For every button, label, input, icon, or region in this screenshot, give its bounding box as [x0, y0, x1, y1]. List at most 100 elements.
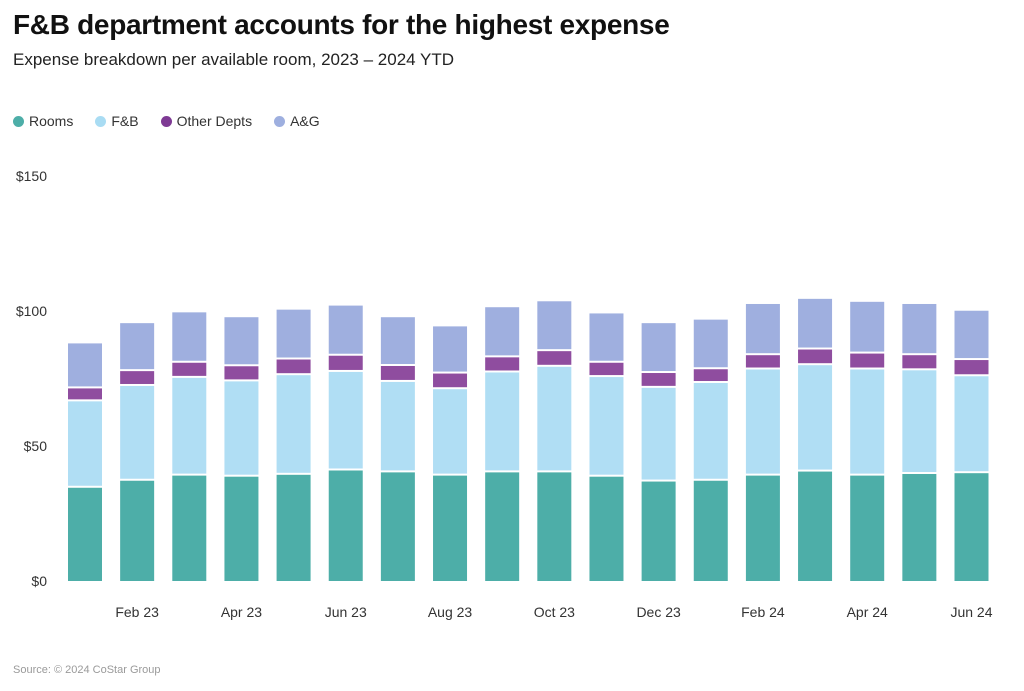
legend-item-ag[interactable]: A&G — [274, 113, 320, 129]
legend-item-other-depts[interactable]: Other Depts — [160, 113, 252, 129]
x-tick-label: Jun 24 — [950, 604, 992, 620]
bar-segment-f-b[interactable]: Nov 23 – F&B: $36.9 — [589, 377, 624, 475]
bar-segment-other-depts[interactable]: Nov 23 – Other Depts: $5.3 — [589, 362, 624, 376]
bar-segment-rooms[interactable]: Mar 23 – Rooms: $39.4 — [172, 475, 207, 581]
bar-segment-rooms[interactable]: Feb 23 – Rooms: $37.5 — [120, 480, 155, 581]
bar-segment-rooms[interactable]: Nov 23 – Rooms: $39 — [589, 476, 624, 581]
bar-segment-f-b[interactable]: Jun 23 – F&B: $36.5 — [328, 371, 363, 469]
bar-segment-a-g[interactable]: Feb 24 – A&G: $18.6 — [745, 303, 780, 354]
bar-segment-other-depts[interactable]: Apr 24 – Other Depts: $5.9 — [850, 353, 885, 368]
bar-stack: May 23 – Rooms: $39.7May 23 – F&B: $36.9… — [276, 309, 311, 581]
bar-stack: Nov 23 – Rooms: $39Nov 23 – F&B: $36.9No… — [589, 313, 624, 581]
bar-segment-a-g[interactable]: May 23 – A&G: $18.1 — [276, 309, 311, 358]
bar-segment-f-b[interactable]: Dec 23 – F&B: $34.7 — [641, 387, 676, 480]
bar-segment-other-depts[interactable]: Aug 23 – Other Depts: $5.8 — [433, 373, 468, 388]
bar-segment-other-depts[interactable]: Feb 23 – Other Depts: $5.5 — [120, 371, 155, 384]
bar-segment-other-depts[interactable]: Mar 24 – Other Depts: $5.8 — [798, 349, 833, 364]
x-axis: Feb 23 Apr 23 Jun 23 Aug 23 Oct 23 Dec 23 Feb … — [115, 604, 992, 620]
bar-segment-f-b[interactable]: Mar 24 – F&B: $39.4 — [798, 365, 833, 470]
bar-segment-other-depts[interactable]: Jan 24 – Other Depts: $5.1 — [693, 369, 728, 382]
bar-segment-a-g[interactable]: Jan 23 – A&G: $16.3 — [68, 343, 102, 387]
bar-segment-f-b[interactable]: Mar 23 – F&B: $36.2 — [172, 377, 207, 474]
bar-segment-a-g[interactable]: Dec 23 – A&G: $18.1 — [641, 323, 676, 372]
bar-stack: Feb 23 – Rooms: $37.5Feb 23 – F&B: $35.1… — [120, 323, 155, 581]
legend-label: A&G — [290, 113, 320, 129]
bar-segment-rooms[interactable]: Apr 24 – Rooms: $39.4 — [850, 475, 885, 581]
bar-segment-a-g[interactable]: Sep 23 – A&G: $18.2 — [485, 307, 520, 356]
bar-segment-rooms[interactable]: Dec 23 – Rooms: $37.2 — [641, 481, 676, 581]
bar-segment-f-b[interactable]: Feb 24 – F&B: $39.3 — [745, 369, 780, 474]
bar-segment-f-b[interactable]: Jul 23 – F&B: $33.5 — [380, 381, 415, 471]
bar-segment-other-depts[interactable]: Oct 23 – Other Depts: $5.8 — [537, 351, 572, 365]
bar-segment-a-g[interactable]: Feb 23 – A&G: $17.4 — [120, 323, 155, 370]
bar-segment-other-depts[interactable]: Jan 23 – Other Depts: $4.8 — [68, 388, 102, 400]
x-tick-label: Feb 23 — [115, 604, 159, 620]
bar-stack: Oct 23 – Rooms: $40.6Oct 23 – F&B: $39.1… — [537, 301, 572, 581]
bar-segment-rooms[interactable]: Oct 23 – Rooms: $40.6 — [537, 472, 572, 581]
bar-segment-a-g[interactable]: Nov 23 – A&G: $17.9 — [589, 313, 624, 361]
bar-segment-f-b[interactable]: May 24 – F&B: $38.4 — [902, 370, 937, 472]
bar-segment-rooms[interactable]: Jul 23 – Rooms: $40.6 — [380, 472, 415, 581]
bar-stack: May 24 – Rooms: $40May 24 – F&B: $38.4Ma… — [902, 303, 937, 581]
bar-segment-rooms[interactable]: Sep 23 – Rooms: $40.6 — [485, 472, 520, 581]
x-tick-label: Dec 23 — [636, 604, 681, 620]
bar-segment-f-b[interactable]: Aug 23 – F&B: $32 — [433, 389, 468, 474]
bar-segment-a-g[interactable]: Apr 24 – A&G: $18.8 — [850, 301, 885, 352]
bar-segment-other-depts[interactable]: Mar 23 – Other Depts: $5.6 — [172, 362, 207, 376]
bar-segment-a-g[interactable]: Jun 24 – A&G: $17.9 — [954, 310, 989, 359]
source-note: Source: © 2024 CoStar Group — [13, 664, 161, 676]
legend-label: Rooms — [29, 113, 74, 129]
bar-segment-a-g[interactable]: Apr 23 – A&G: $17.8 — [224, 317, 259, 365]
bar-segment-a-g[interactable]: May 24 – A&G: $18.6 — [902, 303, 937, 354]
bar-segment-rooms[interactable]: Mar 24 – Rooms: $40.9 — [798, 471, 833, 581]
bar-stack: Jan 23 – Rooms: $34.9Jan 23 – F&B: $32Ja… — [68, 343, 102, 581]
bar-segment-f-b[interactable]: Jan 23 – F&B: $32 — [68, 401, 102, 486]
bar-segment-rooms[interactable]: Jun 23 – Rooms: $41.3 — [328, 470, 363, 581]
bar-segment-rooms[interactable]: May 23 – Rooms: $39.7 — [276, 474, 311, 581]
bar-segment-other-depts[interactable]: Feb 24 – Other Depts: $5.3 — [745, 355, 780, 368]
bar-segment-f-b[interactable]: Feb 23 – F&B: $35.1 — [120, 385, 155, 479]
bar-segment-a-g[interactable]: Jan 24 – A&G: $18 — [693, 319, 728, 368]
bar-segment-f-b[interactable]: Apr 24 – F&B: $39.3 — [850, 369, 885, 474]
legend-item-fnb[interactable]: F&B — [95, 113, 139, 129]
bar-stack: Aug 23 – Rooms: $39.4Aug 23 – F&B: $32Au… — [433, 326, 468, 581]
legend: Rooms F&B Other Depts A&G — [13, 113, 320, 129]
bar-stack: Sep 23 – Rooms: $40.6Sep 23 – F&B: $37Se… — [485, 307, 520, 581]
bar-segment-other-depts[interactable]: Jul 23 – Other Depts: $5.9 — [380, 366, 415, 380]
bar-segment-rooms[interactable]: May 24 – Rooms: $40 — [902, 474, 937, 581]
x-tick-label: Apr 23 — [221, 604, 262, 620]
bar-segment-other-depts[interactable]: Jun 23 – Other Depts: $6 — [328, 355, 363, 370]
bar-segment-f-b[interactable]: May 23 – F&B: $36.9 — [276, 375, 311, 473]
x-tick-label: Apr 24 — [847, 604, 888, 620]
bar-segment-a-g[interactable]: Oct 23 – A&G: $18.1 — [537, 301, 572, 350]
bar-segment-a-g[interactable]: Mar 24 – A&G: $18.4 — [798, 298, 833, 348]
bar-segment-a-g[interactable]: Jul 23 – A&G: $17.7 — [380, 317, 415, 364]
bar-segment-other-depts[interactable]: Dec 23 – Other Depts: $5.5 — [641, 373, 676, 386]
bar-segment-other-depts[interactable]: Apr 23 – Other Depts: $5.6 — [224, 366, 259, 380]
bar-segment-f-b[interactable]: Oct 23 – F&B: $39.1 — [537, 366, 572, 471]
bar-segment-rooms[interactable]: Feb 24 – Rooms: $39.4 — [745, 475, 780, 581]
chart-subtitle: Expense breakdown per available room, 20… — [13, 50, 455, 69]
bar-segment-rooms[interactable]: Aug 23 – Rooms: $39.4 — [433, 475, 468, 581]
bar-stack: Mar 23 – Rooms: $39.4Mar 23 – F&B: $36.2… — [172, 312, 207, 581]
bar-segment-other-depts[interactable]: May 23 – Other Depts: $5.8 — [276, 359, 311, 374]
bar-segment-rooms[interactable]: Jan 23 – Rooms: $34.9 — [68, 487, 102, 581]
bar-stack: Dec 23 – Rooms: $37.2Dec 23 – F&B: $34.7… — [641, 323, 676, 581]
bar-segment-a-g[interactable]: Mar 23 – A&G: $18.3 — [172, 312, 207, 361]
bar-segment-rooms[interactable]: Jun 24 – Rooms: $40.3 — [954, 473, 989, 581]
bar-segment-a-g[interactable]: Jun 23 – A&G: $18.2 — [328, 305, 363, 354]
bar-segment-rooms[interactable]: Apr 23 – Rooms: $39 — [224, 476, 259, 581]
y-tick-label: $150 — [16, 168, 47, 184]
bar-segment-f-b[interactable]: Jun 24 – F&B: $35.9 — [954, 376, 989, 472]
bar-segment-f-b[interactable]: Sep 23 – F&B: $37 — [485, 372, 520, 471]
legend-item-rooms[interactable]: Rooms — [13, 113, 73, 129]
bar-segment-a-g[interactable]: Aug 23 – A&G: $17.1 — [433, 326, 468, 372]
bar-segment-rooms[interactable]: Jan 24 – Rooms: $37.5 — [693, 480, 728, 581]
bar-stack: Feb 24 – Rooms: $39.4Feb 24 – F&B: $39.3… — [745, 303, 780, 581]
bar-segment-f-b[interactable]: Jan 24 – F&B: $36.2 — [693, 383, 728, 479]
bar-segment-other-depts[interactable]: Jun 24 – Other Depts: $6 — [954, 360, 989, 375]
bar-segment-other-depts[interactable]: May 24 – Other Depts: $5.6 — [902, 355, 937, 369]
bar-segment-f-b[interactable]: Apr 23 – F&B: $35.3 — [224, 381, 259, 475]
bar-segment-other-depts[interactable]: Sep 23 – Other Depts: $5.6 — [485, 357, 520, 371]
